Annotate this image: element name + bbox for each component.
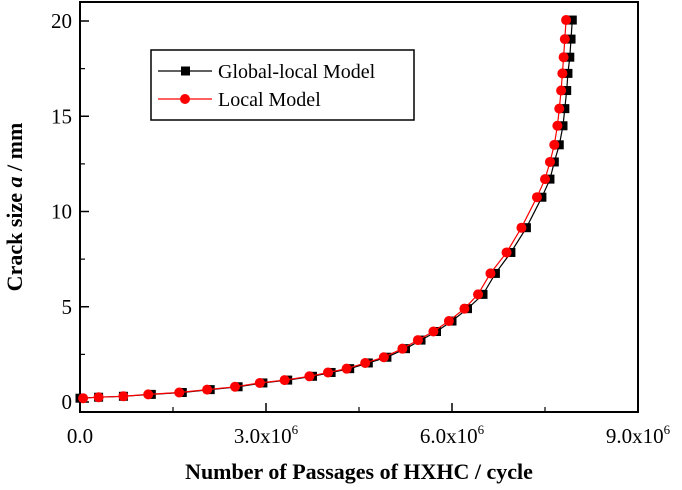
legend-marker-circle [180,94,190,104]
data-point-circle [443,316,454,327]
x-tick-label: 6.0x106 [420,422,485,448]
data-point-circle [549,139,560,150]
data-point-square [562,86,572,96]
data-point-square [563,68,573,78]
x-tick-label: 3.0x106 [234,422,299,448]
data-point-circle [360,357,371,368]
legend-label: Global-local Model [218,61,376,83]
data-point-circle [552,120,563,131]
data-point-circle [485,268,496,279]
y-tick-labels: 0 5 10 15 20 [51,9,72,414]
data-point-circle [202,384,213,395]
x-axis-label: Number of Passages of HXHC / cycle [185,459,533,484]
data-point-circle [397,343,408,354]
data-point-square [566,34,576,44]
data-point-circle [323,367,333,378]
legend-item: Local Model [158,89,321,111]
data-point-circle [561,15,572,26]
data-point-circle [378,352,389,363]
data-point-circle [341,363,352,374]
data-point-circle [304,371,315,382]
legend-item: Global-local Model [158,61,376,83]
data-point-circle [174,387,185,398]
data-point-circle [544,156,555,167]
data-point-circle [501,247,512,258]
legend-box [150,49,415,121]
data-point-circle [540,174,550,185]
data-point-square [560,104,570,114]
data-point-square [567,15,577,25]
data-point-circle [516,222,527,233]
legend: Global-local Model Local Model [150,49,415,121]
data-point-square [558,121,568,131]
x-tick-label: 9.0x106 [606,422,671,448]
data-point-circle [230,381,240,392]
data-point-circle [556,85,567,96]
y-tick-label: 15 [51,104,72,128]
data-point-circle [558,52,569,63]
data-point-circle [459,303,470,314]
data-point-circle [78,393,89,404]
data-point-circle [93,392,104,403]
series-line [83,19,567,399]
data-point-square [565,52,575,62]
x-tick-labels: 0.0 3.0x106 6.0x106 9.0x106 [67,422,671,448]
y-tick-label: 10 [51,200,72,224]
data-point-circle [428,326,439,337]
data-point-circle [279,375,290,386]
legend-label: Local Model [218,89,321,111]
data-point-circle [531,192,542,203]
y-axis-label: Crack size a / mm [2,123,27,292]
legend-marker-square [181,66,190,76]
data-point-circle [254,377,265,388]
y-tick-label: 0 [62,390,73,414]
data-point-circle [554,103,565,114]
data-point-circle [143,389,154,400]
data-point-circle [557,68,568,79]
data-point-circle [412,335,423,346]
y-tick-label: 20 [51,9,72,33]
y-tick-label: 5 [62,295,73,319]
series-layer [75,15,577,404]
data-point-circle [473,289,484,300]
x-tick-label: 0.0 [67,424,93,448]
series-2 [78,15,572,404]
y-axis-label-italic: a [2,176,27,187]
data-point-circle [559,34,570,45]
data-point-circle [118,391,129,402]
